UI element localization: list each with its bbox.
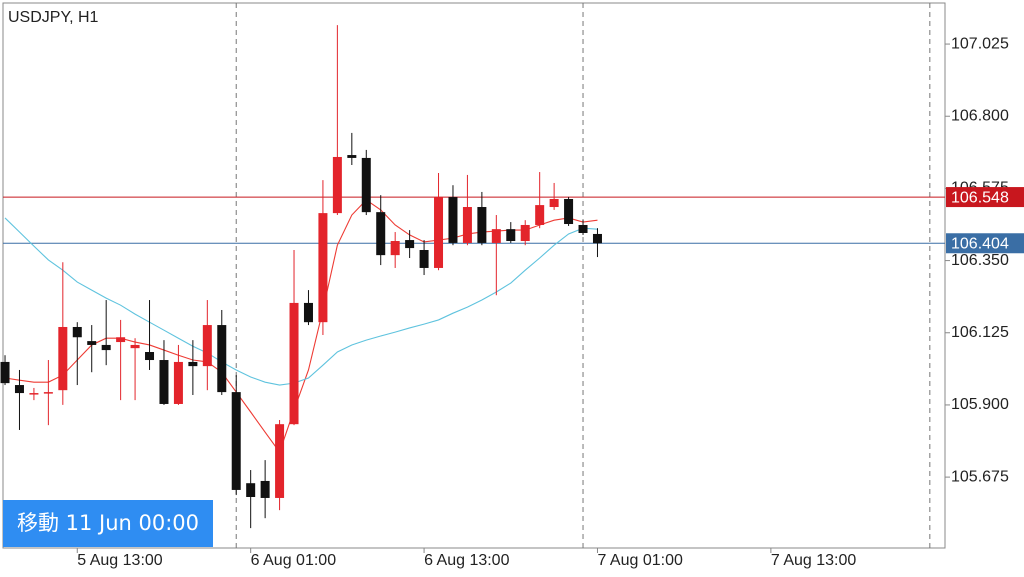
axis-layer: 107.025106.800106.575106.350106.125105.9… bbox=[76, 35, 1024, 569]
candle-body bbox=[116, 337, 126, 343]
candle-body bbox=[246, 483, 256, 497]
candle-body bbox=[376, 212, 386, 256]
candle-body bbox=[202, 325, 212, 367]
goto-button[interactable]: 移動 11 Jun 00:00 bbox=[3, 500, 213, 547]
candle-body bbox=[87, 341, 97, 345]
chart-title: USDJPY, H1 bbox=[8, 9, 99, 26]
candle-body bbox=[231, 392, 241, 490]
candle-body bbox=[434, 197, 444, 268]
price-tag-label: 106.404 bbox=[951, 235, 1009, 252]
candle-body bbox=[217, 325, 227, 393]
x-tick-label: 7 Aug 01:00 bbox=[597, 552, 683, 569]
candle-body bbox=[72, 326, 82, 338]
candle-body bbox=[159, 360, 169, 404]
y-tick-label: 106.800 bbox=[951, 107, 1009, 124]
candle-body bbox=[361, 157, 371, 213]
candle-body bbox=[275, 424, 285, 498]
candle-body bbox=[332, 156, 342, 214]
moving-average bbox=[4, 217, 598, 386]
candle-body bbox=[506, 229, 516, 242]
candle-body bbox=[14, 385, 24, 394]
candle-body bbox=[578, 224, 588, 233]
x-tick-label: 7 Aug 13:00 bbox=[771, 552, 857, 569]
price-tag bbox=[946, 233, 1024, 254]
candle-body bbox=[43, 392, 53, 394]
candle-body bbox=[564, 198, 574, 225]
candle-body bbox=[448, 197, 458, 243]
candle-body bbox=[592, 233, 602, 244]
candle-body bbox=[29, 393, 39, 395]
candle-body bbox=[462, 207, 472, 243]
candle-body bbox=[390, 241, 400, 256]
candle-body bbox=[535, 205, 545, 225]
candle-body bbox=[419, 249, 429, 268]
candle-body bbox=[58, 326, 68, 391]
candle-body bbox=[289, 302, 299, 425]
y-tick-label: 107.025 bbox=[951, 35, 1009, 52]
candle-body bbox=[130, 344, 140, 349]
y-tick-label: 105.900 bbox=[951, 396, 1009, 413]
x-tick-label: 6 Aug 13:00 bbox=[424, 552, 510, 569]
candle-body bbox=[549, 198, 559, 208]
candle-body bbox=[260, 480, 270, 498]
candle-body bbox=[520, 224, 530, 242]
candle-body bbox=[173, 361, 183, 404]
candle-body bbox=[101, 344, 111, 351]
candle-body bbox=[405, 240, 415, 249]
grid-layer bbox=[3, 3, 945, 548]
candle-body bbox=[347, 155, 357, 158]
candle-body bbox=[145, 352, 155, 361]
candle-body bbox=[491, 229, 501, 243]
candle-layer bbox=[0, 25, 602, 529]
price-tag-label: 106.548 bbox=[951, 189, 1009, 206]
x-tick-label: 5 Aug 13:00 bbox=[77, 552, 163, 569]
candle-body bbox=[303, 302, 313, 323]
x-tick-label: 6 Aug 01:00 bbox=[251, 552, 337, 569]
y-tick-label: 106.350 bbox=[951, 252, 1009, 269]
price-tag bbox=[946, 187, 1024, 208]
candle-body bbox=[188, 361, 198, 367]
candle-body bbox=[0, 361, 10, 384]
plot-frame bbox=[2, 2, 946, 549]
y-tick-label: 106.125 bbox=[951, 324, 1009, 341]
candle-body bbox=[318, 213, 328, 323]
y-tick-label: 105.675 bbox=[951, 468, 1009, 485]
candle-body bbox=[477, 207, 487, 243]
